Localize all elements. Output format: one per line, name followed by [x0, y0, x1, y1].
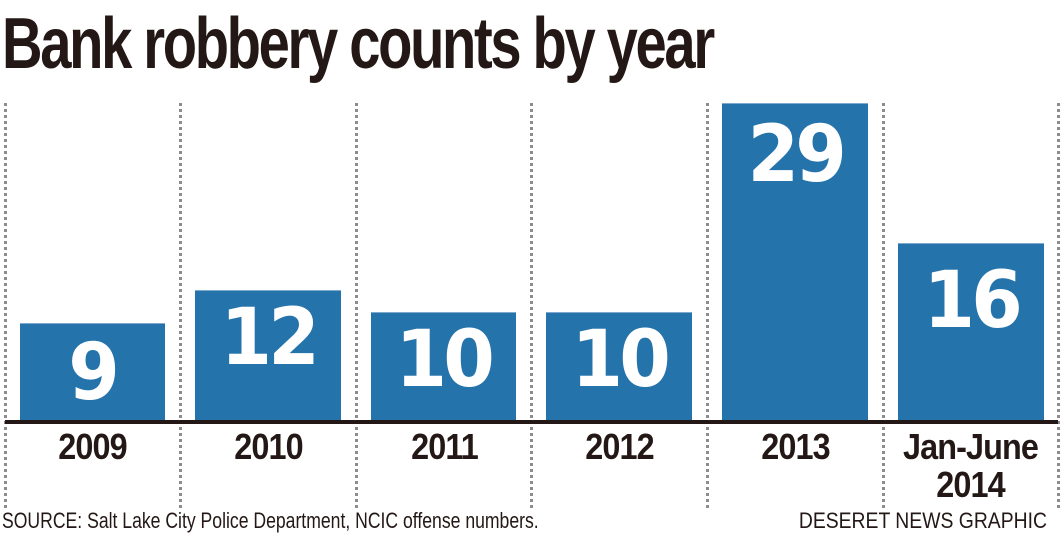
bar-value-label: 12: [220, 293, 319, 383]
category-separator: [882, 103, 885, 508]
x-tick-label-line2: 2014: [936, 464, 1005, 505]
category-separator: [706, 103, 709, 508]
category-separator: [179, 103, 182, 508]
source-note: SOURCE: Salt Lake City Police Department…: [2, 508, 539, 533]
x-tick-label: 2012: [585, 426, 654, 467]
x-tick-label: 2009: [58, 426, 127, 467]
x-tick-label: 2011: [411, 426, 479, 467]
category-separator: [1057, 103, 1060, 508]
bar-2013: 29: [722, 103, 868, 422]
x-tick-label: 2010: [234, 426, 303, 467]
graphic-credit: DESERET NEWS GRAPHIC: [798, 508, 1047, 533]
bar-2010: 12: [195, 290, 341, 422]
bar-value-label: 10: [571, 315, 670, 405]
bar-value-label: 10: [395, 315, 495, 405]
bar-jan-june-2014: 16: [898, 243, 1044, 422]
bar-2009: 9: [20, 323, 165, 422]
bar-value-label: 9: [68, 328, 121, 418]
x-tick-label: 2013: [761, 426, 830, 467]
category-separator: [530, 103, 533, 508]
bar-value-label: 16: [923, 256, 1022, 346]
x-tick-label-line1: Jan-June: [902, 426, 1039, 467]
chart-title: Bank robbery counts by year: [2, 4, 715, 84]
category-separator: [355, 103, 358, 508]
bar-value-label: 29: [747, 110, 846, 200]
bar-2012: 10: [546, 312, 692, 422]
x-axis-baseline: [5, 420, 1058, 424]
bar-2011: 10: [371, 312, 516, 422]
x-tick-label-multiline: Jan-June 2014: [892, 428, 1050, 504]
category-separator: [4, 103, 7, 508]
